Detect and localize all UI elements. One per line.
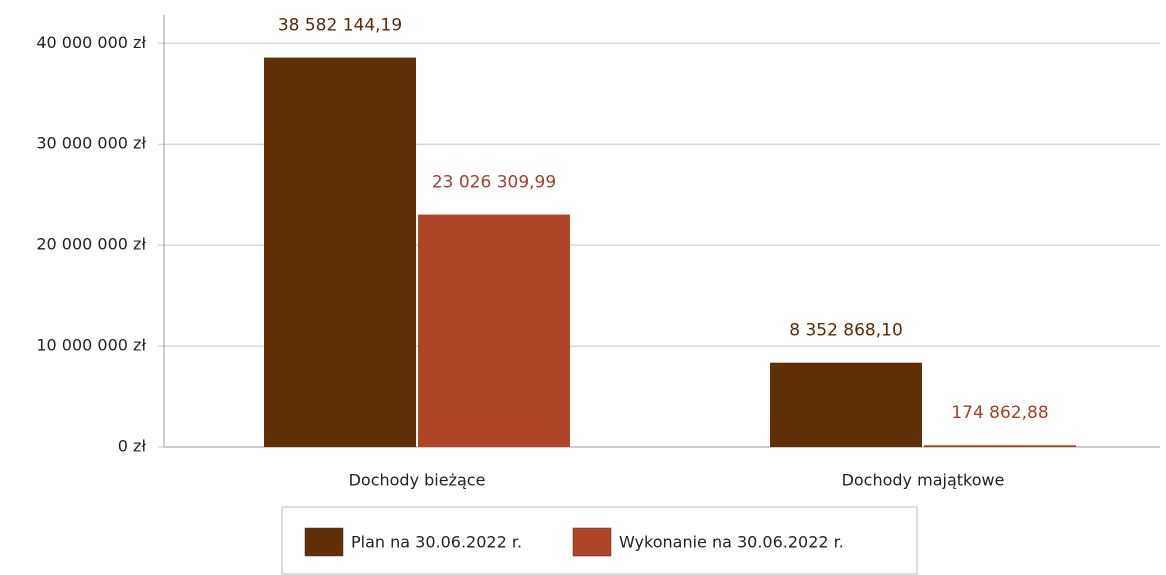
legend-swatch xyxy=(572,527,612,557)
bar xyxy=(770,362,922,447)
data-label: 23 026 309,99 xyxy=(432,173,556,193)
legend-label: Plan na 30.06.2022 r. xyxy=(351,533,522,552)
bar xyxy=(418,214,570,447)
bar xyxy=(264,57,416,447)
data-label: 38 582 144,19 xyxy=(278,16,402,36)
y-tick-label: 40 000 000 zł xyxy=(36,33,146,52)
x-tick-label: Dochody majątkowe xyxy=(842,471,1005,490)
y-tick-label: 0 zł xyxy=(118,437,147,456)
y-tick-label: 20 000 000 zł xyxy=(36,235,146,254)
legend-label: Wykonanie na 30.06.2022 r. xyxy=(619,533,844,552)
bar xyxy=(924,445,1076,447)
y-tick-label: 30 000 000 zł xyxy=(36,134,146,153)
y-tick-label: 10 000 000 zł xyxy=(36,336,146,355)
data-label: 8 352 868,10 xyxy=(789,321,903,341)
legend-swatch xyxy=(304,527,344,557)
data-label: 174 862,88 xyxy=(951,403,1048,423)
x-tick-label: Dochody bieżące xyxy=(349,471,486,490)
